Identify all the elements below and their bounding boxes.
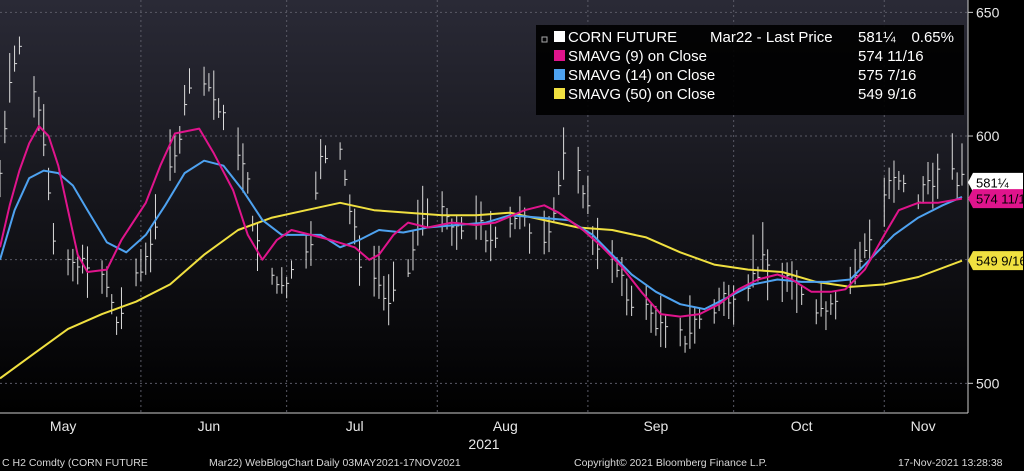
legend-background — [536, 25, 964, 115]
y-tick-label: 600 — [976, 128, 1000, 144]
legend-value-sma14: 575 7/16 — [858, 67, 916, 84]
legend-label-sma9: SMAVG (9) on Close — [568, 48, 707, 65]
legend-box: CORN FUTURE Mar22 - Last Price 581¼ 0.65% SM… — [536, 25, 964, 115]
legend-label-price: CORN FUTURE — [568, 29, 677, 46]
moving-average-lines — [0, 125, 963, 380]
legend-swatch-price — [554, 31, 565, 42]
last-value-text: 549 9/16 — [976, 254, 1024, 269]
y-tick-label: 650 — [976, 4, 1000, 20]
legend-desc-price: Mar22 - Last Price — [710, 29, 833, 46]
y-tick-label: 500 — [976, 375, 1000, 391]
legend-swatch-sma14 — [554, 69, 565, 80]
x-tick-label: Aug — [493, 418, 518, 434]
x-tick-label: Jul — [346, 418, 364, 434]
legend-swatch-sma9 — [554, 50, 565, 61]
chart-footer: C H2 Comdty (CORN FUTURE Mar22) WebBlogC… — [0, 454, 1024, 471]
sma50-line — [0, 201, 963, 380]
last-value-tag — [968, 251, 1023, 271]
legend-label-sma14: SMAVG (14) on Close — [568, 67, 715, 84]
legend-change-price: 0.65% — [911, 29, 954, 46]
x-tick-label: Jun — [198, 418, 221, 434]
legend-value-sma9: 574 11/16 — [858, 48, 924, 65]
gridlines — [0, 0, 968, 413]
last-value-text: 581¼ — [976, 175, 1009, 190]
last-value-tag — [968, 172, 1023, 192]
sma14-line — [0, 159, 963, 311]
last-value-labels: 581¼ 574 11/16 549 9/16 — [968, 172, 1024, 271]
x-year-label: 2021 — [468, 436, 499, 452]
sma9-line — [0, 125, 963, 318]
legend-swatch-sma50 — [554, 88, 565, 99]
legend-collapse-icon — [541, 36, 548, 43]
x-tick-label: Oct — [791, 418, 813, 434]
last-value-text: 574 11/16 — [976, 192, 1024, 207]
price-bars — [0, 36, 965, 353]
x-tick-label: Nov — [911, 418, 936, 434]
x-tick-label: Sep — [643, 418, 668, 434]
footer-chart-info: Mar22) WebBlogChart Daily 03MAY2021-17NO… — [209, 457, 461, 469]
x-tick-label: May — [50, 418, 76, 434]
footer-timestamp: 17-Nov-2021 13:28:38 — [898, 457, 1003, 469]
legend-value-sma50: 549 9/16 — [858, 86, 916, 103]
legend-label-sma50: SMAVG (50) on Close — [568, 86, 715, 103]
last-value-tag — [968, 189, 1023, 209]
legend-value-price: 581¼ — [858, 29, 896, 46]
footer-copyright: Copyright© 2021 Bloomberg Finance L.P. — [574, 457, 768, 469]
footer-ticker: C H2 Comdty (CORN FUTURE — [2, 457, 148, 469]
